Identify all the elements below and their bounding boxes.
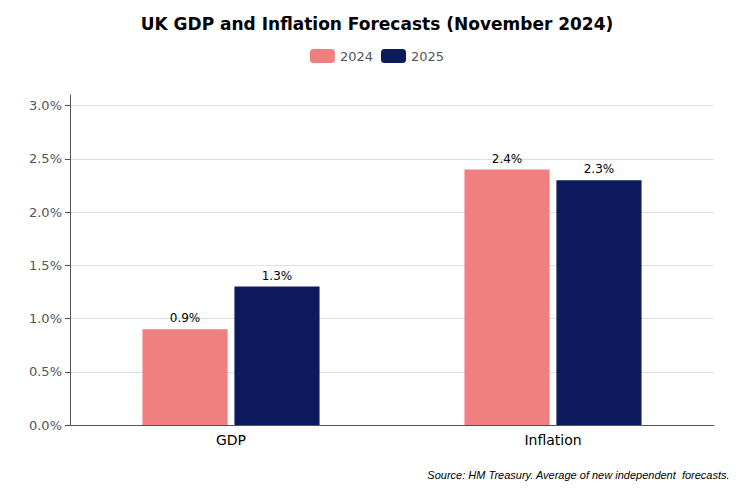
- svg-text:Source: HM Treasury. Average o: Source: HM Treasury. Average of new inde…: [427, 469, 729, 481]
- svg-text:2025: 2025: [411, 49, 444, 64]
- svg-text:GDP: GDP: [216, 432, 246, 448]
- svg-text:2024: 2024: [340, 49, 373, 64]
- svg-text:UK GDP and Inflation Forecasts: UK GDP and Inflation Forecasts (November…: [141, 14, 614, 34]
- svg-text:1.5%: 1.5%: [29, 258, 62, 273]
- svg-text:2.4%: 2.4%: [492, 152, 523, 166]
- svg-text:2.3%: 2.3%: [584, 162, 615, 176]
- svg-text:0.0%: 0.0%: [29, 418, 62, 433]
- svg-text:1.3%: 1.3%: [262, 269, 293, 283]
- svg-text:2.5%: 2.5%: [29, 151, 62, 166]
- svg-text:Inflation: Inflation: [524, 432, 581, 448]
- svg-text:3.0%: 3.0%: [29, 98, 62, 113]
- svg-text:2.0%: 2.0%: [29, 205, 62, 220]
- svg-text:1.0%: 1.0%: [29, 311, 62, 326]
- svg-text:0.9%: 0.9%: [170, 311, 201, 325]
- svg-text:0.5%: 0.5%: [29, 364, 62, 379]
